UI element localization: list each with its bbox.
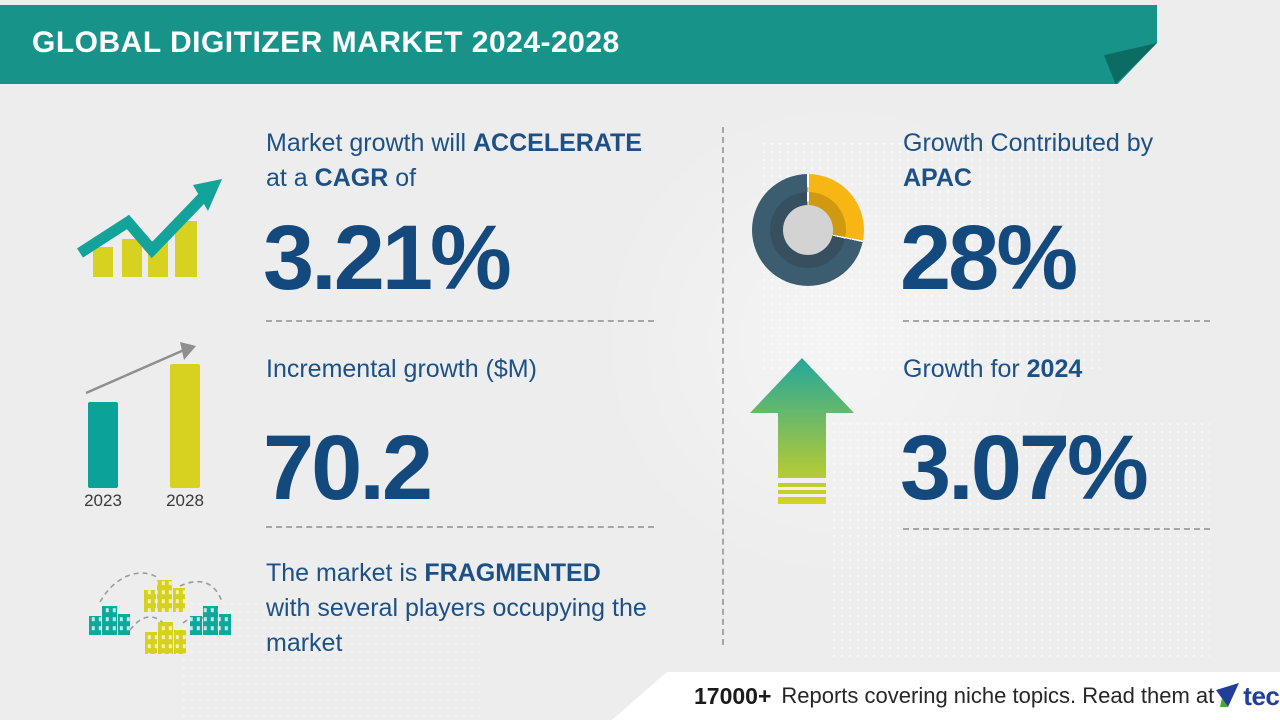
growth-2024-bold: 2024 — [1026, 355, 1083, 383]
technavio-logo: technavio™ — [1214, 681, 1280, 712]
vertical-dashed-divider — [722, 127, 724, 645]
cagr-heading: Market growth will ACCELERATE at a CAGR … — [266, 126, 642, 196]
buildings-cluster-right — [190, 606, 231, 635]
fragment-line3: market — [266, 629, 343, 657]
bar-chart-2023-2028-icon: 2023 2028 — [84, 342, 204, 510]
page-title: GLOBAL DIGITIZER MARKET 2024-2028 — [32, 26, 620, 59]
cagr-heading-accelerate: ACCELERATE — [473, 129, 642, 157]
bar-label-2028: 2028 — [166, 491, 204, 510]
fragment-normal: The market is — [266, 559, 425, 587]
header-banner — [0, 5, 1157, 84]
background-dot-texture — [830, 420, 1210, 660]
buildings-network-icon — [89, 572, 231, 654]
dashed-divider — [903, 320, 1210, 322]
dashed-divider — [903, 528, 1210, 530]
logo-text-tech: tech — [1243, 680, 1280, 711]
cagr-heading-of: of — [388, 164, 417, 192]
up-arrow-icon — [750, 358, 854, 504]
growth-2024-heading: Growth for 2024 — [903, 352, 1082, 387]
technavio-arrow-icon — [1216, 682, 1240, 707]
footer-report-count: 17000+ — [694, 682, 772, 709]
footer-tagline: Reports covering niche topics. Read them… — [781, 683, 1215, 708]
incremental-growth-value: 70.2 — [263, 417, 433, 519]
incremental-growth-label: Incremental growth ($M) — [266, 355, 537, 383]
cagr-heading-cagr: CAGR — [314, 164, 389, 192]
growth-2024-value: 3.07% — [900, 417, 1149, 519]
donut-chart-icon — [752, 174, 864, 286]
cagr-heading-ata: at a — [266, 164, 315, 192]
apac-value: 28% — [900, 207, 1078, 309]
fragmentation-text: The market is FRAGMENTED with several pl… — [266, 556, 647, 661]
apac-heading-line1: Growth Contributed by — [903, 129, 1154, 157]
fragment-line2: with several players occupying the — [266, 594, 647, 622]
cagr-value: 3.21% — [263, 207, 512, 309]
footer-bar: 17000+ Reports covering niche topics. Re… — [612, 672, 1280, 720]
buildings-cluster-top — [144, 580, 185, 612]
buildings-cluster-bottom — [145, 622, 186, 654]
bar-label-2023: 2023 — [84, 491, 122, 510]
cagr-heading-normal: Market growth will — [266, 129, 473, 157]
line-chart-up-icon — [77, 179, 222, 277]
donut-center — [783, 205, 833, 255]
dashed-divider — [266, 526, 654, 528]
fragment-bold: FRAGMENTED — [424, 559, 601, 587]
buildings-cluster-left — [89, 606, 130, 635]
growth-2024-normal: Growth for — [903, 355, 1027, 383]
apac-heading: Growth Contributed by APAC — [903, 126, 1153, 196]
dashed-divider — [266, 320, 654, 322]
apac-heading-line2: APAC — [903, 164, 972, 192]
